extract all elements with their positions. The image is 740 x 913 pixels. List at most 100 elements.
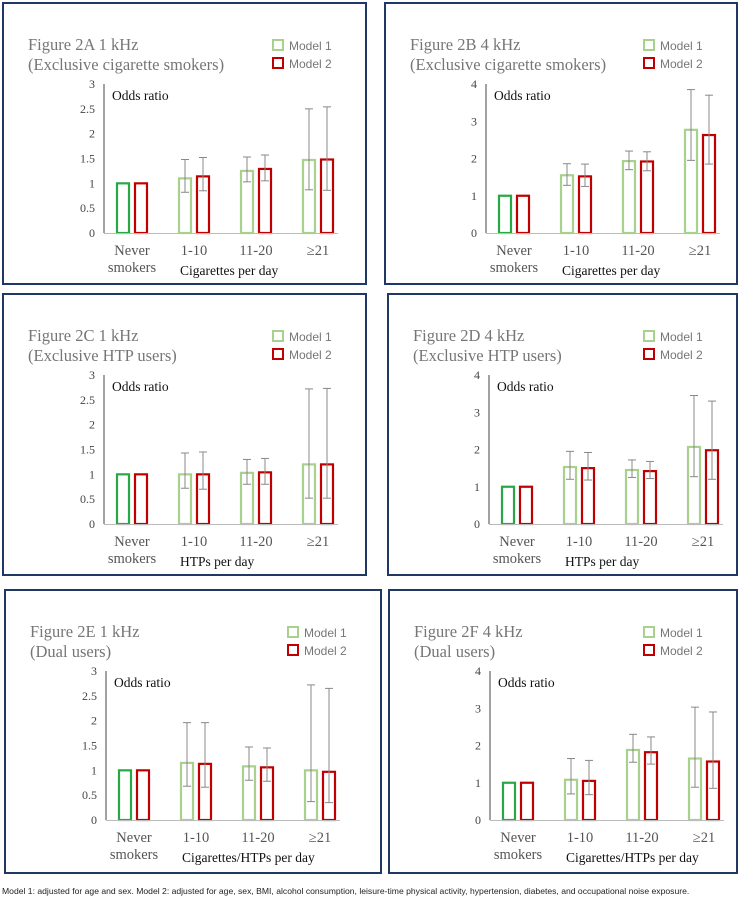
bar-model-1-cat-1 [497,194,513,235]
error-bar [199,157,207,192]
x-tick-label: 11-20 [239,534,272,550]
x-axis-label: Cigarettes/HTPs per day [566,850,699,865]
chart-2e-svg: Figure 2E 1 kHz(Dual users)Model 1Model … [30,622,347,865]
error-bar [245,746,253,781]
legend-label-model-1: Model 1 [660,626,703,640]
legend-label-model-1: Model 1 [289,39,332,53]
error-bar [323,387,331,499]
x-tick-label: smokers [108,260,157,276]
x-tick-label: 11-20 [239,243,272,259]
legend-label-model-1: Model 1 [660,330,703,344]
chart-subtitle: (Exclusive cigarette smokers) [410,55,606,74]
chart-title: Figure 2C 1 kHz [28,326,138,345]
y-axis-label: Odds ratio [497,379,554,394]
error-bar [261,457,269,485]
y-tick-label: 1 [91,763,97,777]
legend-label-model-2: Model 2 [289,348,332,362]
error-bar [243,156,251,183]
error-bar [325,687,333,804]
error-bar [691,706,699,788]
error-bar [566,450,574,480]
legend-swatch-model-1 [272,39,284,51]
x-tick-label: Never [116,830,152,846]
error-bar [646,460,654,480]
x-tick-label: 11-20 [621,243,654,259]
y-tick-label: 0 [89,517,95,531]
bar-model-2-cat-1 [133,473,149,526]
chart-panel-2a: Figure 2A 1 kHz (Exclusive cigarette smok… [2,2,367,285]
x-axis-label: HTPs per day [565,554,639,569]
legend: Model 1 Model 2 [272,330,332,362]
error-bar [647,736,655,765]
chart-panel-2b: Figure 2B 4 kHz (Exclusive cigarette smok… [384,2,738,285]
error-bar [307,684,315,803]
x-tick-label: smokers [494,847,543,863]
x-tick-label: 11-20 [241,830,274,846]
x-axis-label: Cigarettes per day [180,263,278,278]
error-bar [263,747,271,782]
y-tick-label: 2 [91,714,97,728]
x-tick-label: 11-20 [625,830,658,846]
error-bar [705,94,713,165]
chart-panel-2c: Figure 2C 1 kHz (Exclusive HTP users) Mode… [2,293,367,576]
legend-label-model-2: Model 2 [660,57,703,71]
x-tick-label: 1-10 [567,830,594,846]
y-tick-label: 1 [89,467,95,481]
error-bar [585,759,593,796]
y-tick-label: 4 [471,77,477,91]
chart-title: Figure 2D 4 kHz [413,326,524,345]
legend-label-model-2: Model 2 [304,644,347,658]
error-bar [690,394,698,478]
x-tick-label: 1-10 [563,243,590,259]
x-tick-label: Never [114,534,150,550]
legend: Model 1 Model 2 [272,39,332,71]
error-bar [201,722,209,788]
y-tick-label: 4 [475,664,481,678]
y-tick-label: 1.5 [82,739,97,753]
y-tick-label: 1.5 [80,152,95,166]
x-tick-label: Never [496,243,532,259]
x-tick-label: 1-10 [566,534,593,550]
legend-swatch-model-1 [643,626,655,638]
y-tick-label: 3 [89,77,95,91]
y-tick-label: 3 [89,368,95,382]
bar-model-1-cat-3 [621,160,637,235]
y-tick-label: 1 [89,176,95,190]
bar-model-1-cat-3 [624,468,640,526]
legend-swatch-model-1 [643,330,655,342]
legend: Model 1 Model 2 [643,626,703,658]
chart-title: Figure 2B 4 kHz [410,35,520,54]
y-tick-label: 2 [89,127,95,141]
x-tick-label: ≥21 [309,830,331,846]
bar-model-2-cat-1 [519,781,535,822]
chart-2b-svg: Figure 2B 4 kHz(Exclusive cigarette smok… [410,35,720,278]
y-tick-label: 3 [474,405,480,419]
bar-model-2-cat-1 [515,194,531,235]
error-bar [261,154,269,182]
legend-label-model-1: Model 1 [660,39,703,53]
error-bar [628,459,636,478]
legend-swatch-model-2 [643,57,655,69]
error-bar [709,711,717,789]
error-bar [643,151,651,172]
x-tick-label: smokers [493,551,542,567]
error-bar [581,163,589,187]
legend-swatch-model-1 [287,626,299,638]
chart-panel-2d: Figure 2D 4 kHz (Exclusive HTP users) Mode… [387,293,738,576]
legend: Model 1 Model 2 [643,330,703,362]
y-tick-label: 2 [475,739,481,753]
error-bar [563,163,571,186]
y-tick-label: 4 [474,368,480,382]
y-tick-label: 3 [471,114,477,128]
y-tick-label: 0 [89,226,95,240]
legend-label-model-1: Model 1 [304,626,347,640]
x-tick-label: ≥21 [307,243,329,259]
legend-swatch-model-1 [272,330,284,342]
y-tick-label: 0.5 [82,788,97,802]
x-tick-label: smokers [110,847,159,863]
legend-swatch-model-2 [643,348,655,360]
y-tick-label: 0 [91,813,97,827]
y-tick-label: 2.5 [80,102,95,116]
legend-swatch-model-2 [272,57,284,69]
y-tick-label: 0.5 [80,201,95,215]
